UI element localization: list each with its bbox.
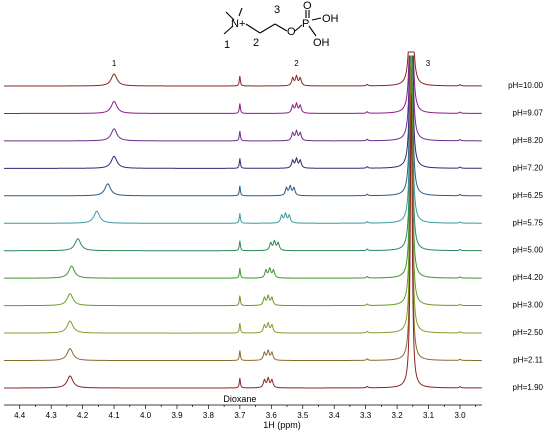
molecule-label-n: N+ [231,18,245,30]
series-label: pH=9.07 [513,109,544,118]
x-tick-label: 3.0 [454,411,466,420]
molecule-label-1: 3 [274,4,280,16]
spectrum-line [4,55,482,224]
molecule-label-p: P [302,18,309,30]
series-label: pH=1.90 [513,383,544,392]
molecule-structure: 1 2 3 N+ O P O OH OH [223,0,339,51]
peak-label: 3 [426,59,431,68]
spectrum-line [4,55,482,114]
x-tick-label: 3.3 [360,411,372,420]
spectrum-line [4,55,482,307]
x-tick-label: 3.2 [392,411,404,420]
peak-labels: 1 2 3 [112,59,431,68]
spectrum-line [3,55,482,334]
series-label: pH=3.00 [513,301,544,310]
x-tick-label: 3.9 [171,411,183,420]
spectra-group [3,51,482,389]
spectrum-line [4,55,482,252]
molecule-label-o-double: O [303,0,312,12]
spectrum-line [4,51,482,87]
molecule-label-3: 1 [224,39,230,51]
x-tick-label: 3.8 [203,411,215,420]
peak-label: 1 [112,59,117,68]
series-label: pH=4.20 [513,273,544,282]
molecule-label-2: 2 [253,37,259,49]
molecule-label-oh-1: OH [322,13,339,25]
x-tick-label: 3.5 [297,411,309,420]
series-label: pH=2.50 [513,328,544,337]
molecule-label-o-ester: O [287,26,296,38]
x-axis-label: 1H (ppm) [263,420,301,430]
spectrum-line [4,55,482,279]
series-label: pH=7.20 [513,163,544,172]
series-label: pH=5.75 [513,218,544,227]
x-tick-label: 3.1 [423,411,435,420]
series-label: pH=6.25 [513,191,544,200]
peak-label: 2 [294,59,299,68]
spectrum-line [4,55,482,197]
x-tick-label: 4.1 [109,411,121,420]
x-tick-label: 4.0 [140,411,152,420]
x-tick-label: 4.3 [46,411,58,420]
molecule-bonds [223,7,322,37]
x-tick-label: 3.7 [234,411,246,420]
spectrum-line [4,66,482,362]
spectrum-line [4,55,482,142]
spectrum-line [4,93,482,389]
molecule-label-oh-2: OH [313,37,330,49]
x-tick-label: 3.4 [329,411,341,420]
x-tick-label: 3.6 [266,411,278,420]
x-axis: 4.4 4.3 4.2 4.1 4.0 3.9 3.8 3.7 3.6 3.5 3.4 3.3 3.2 3… [4,404,482,420]
series-label: pH=10.00 [508,81,543,90]
series-label: pH=2.11 [513,356,543,365]
x-tick-label: 4.4 [14,411,26,420]
series-label: pH=8.20 [513,136,544,145]
series-label: pH=5.00 [513,246,544,255]
series-labels: pH=10.00 pH=9.07 pH=8.20 pH=7.20 pH=6.25 pH=5… [508,81,543,392]
spectrum-line [4,55,482,169]
dioxane-annotation: Dioxane [223,394,256,404]
x-tick-label: 4.2 [77,411,89,420]
